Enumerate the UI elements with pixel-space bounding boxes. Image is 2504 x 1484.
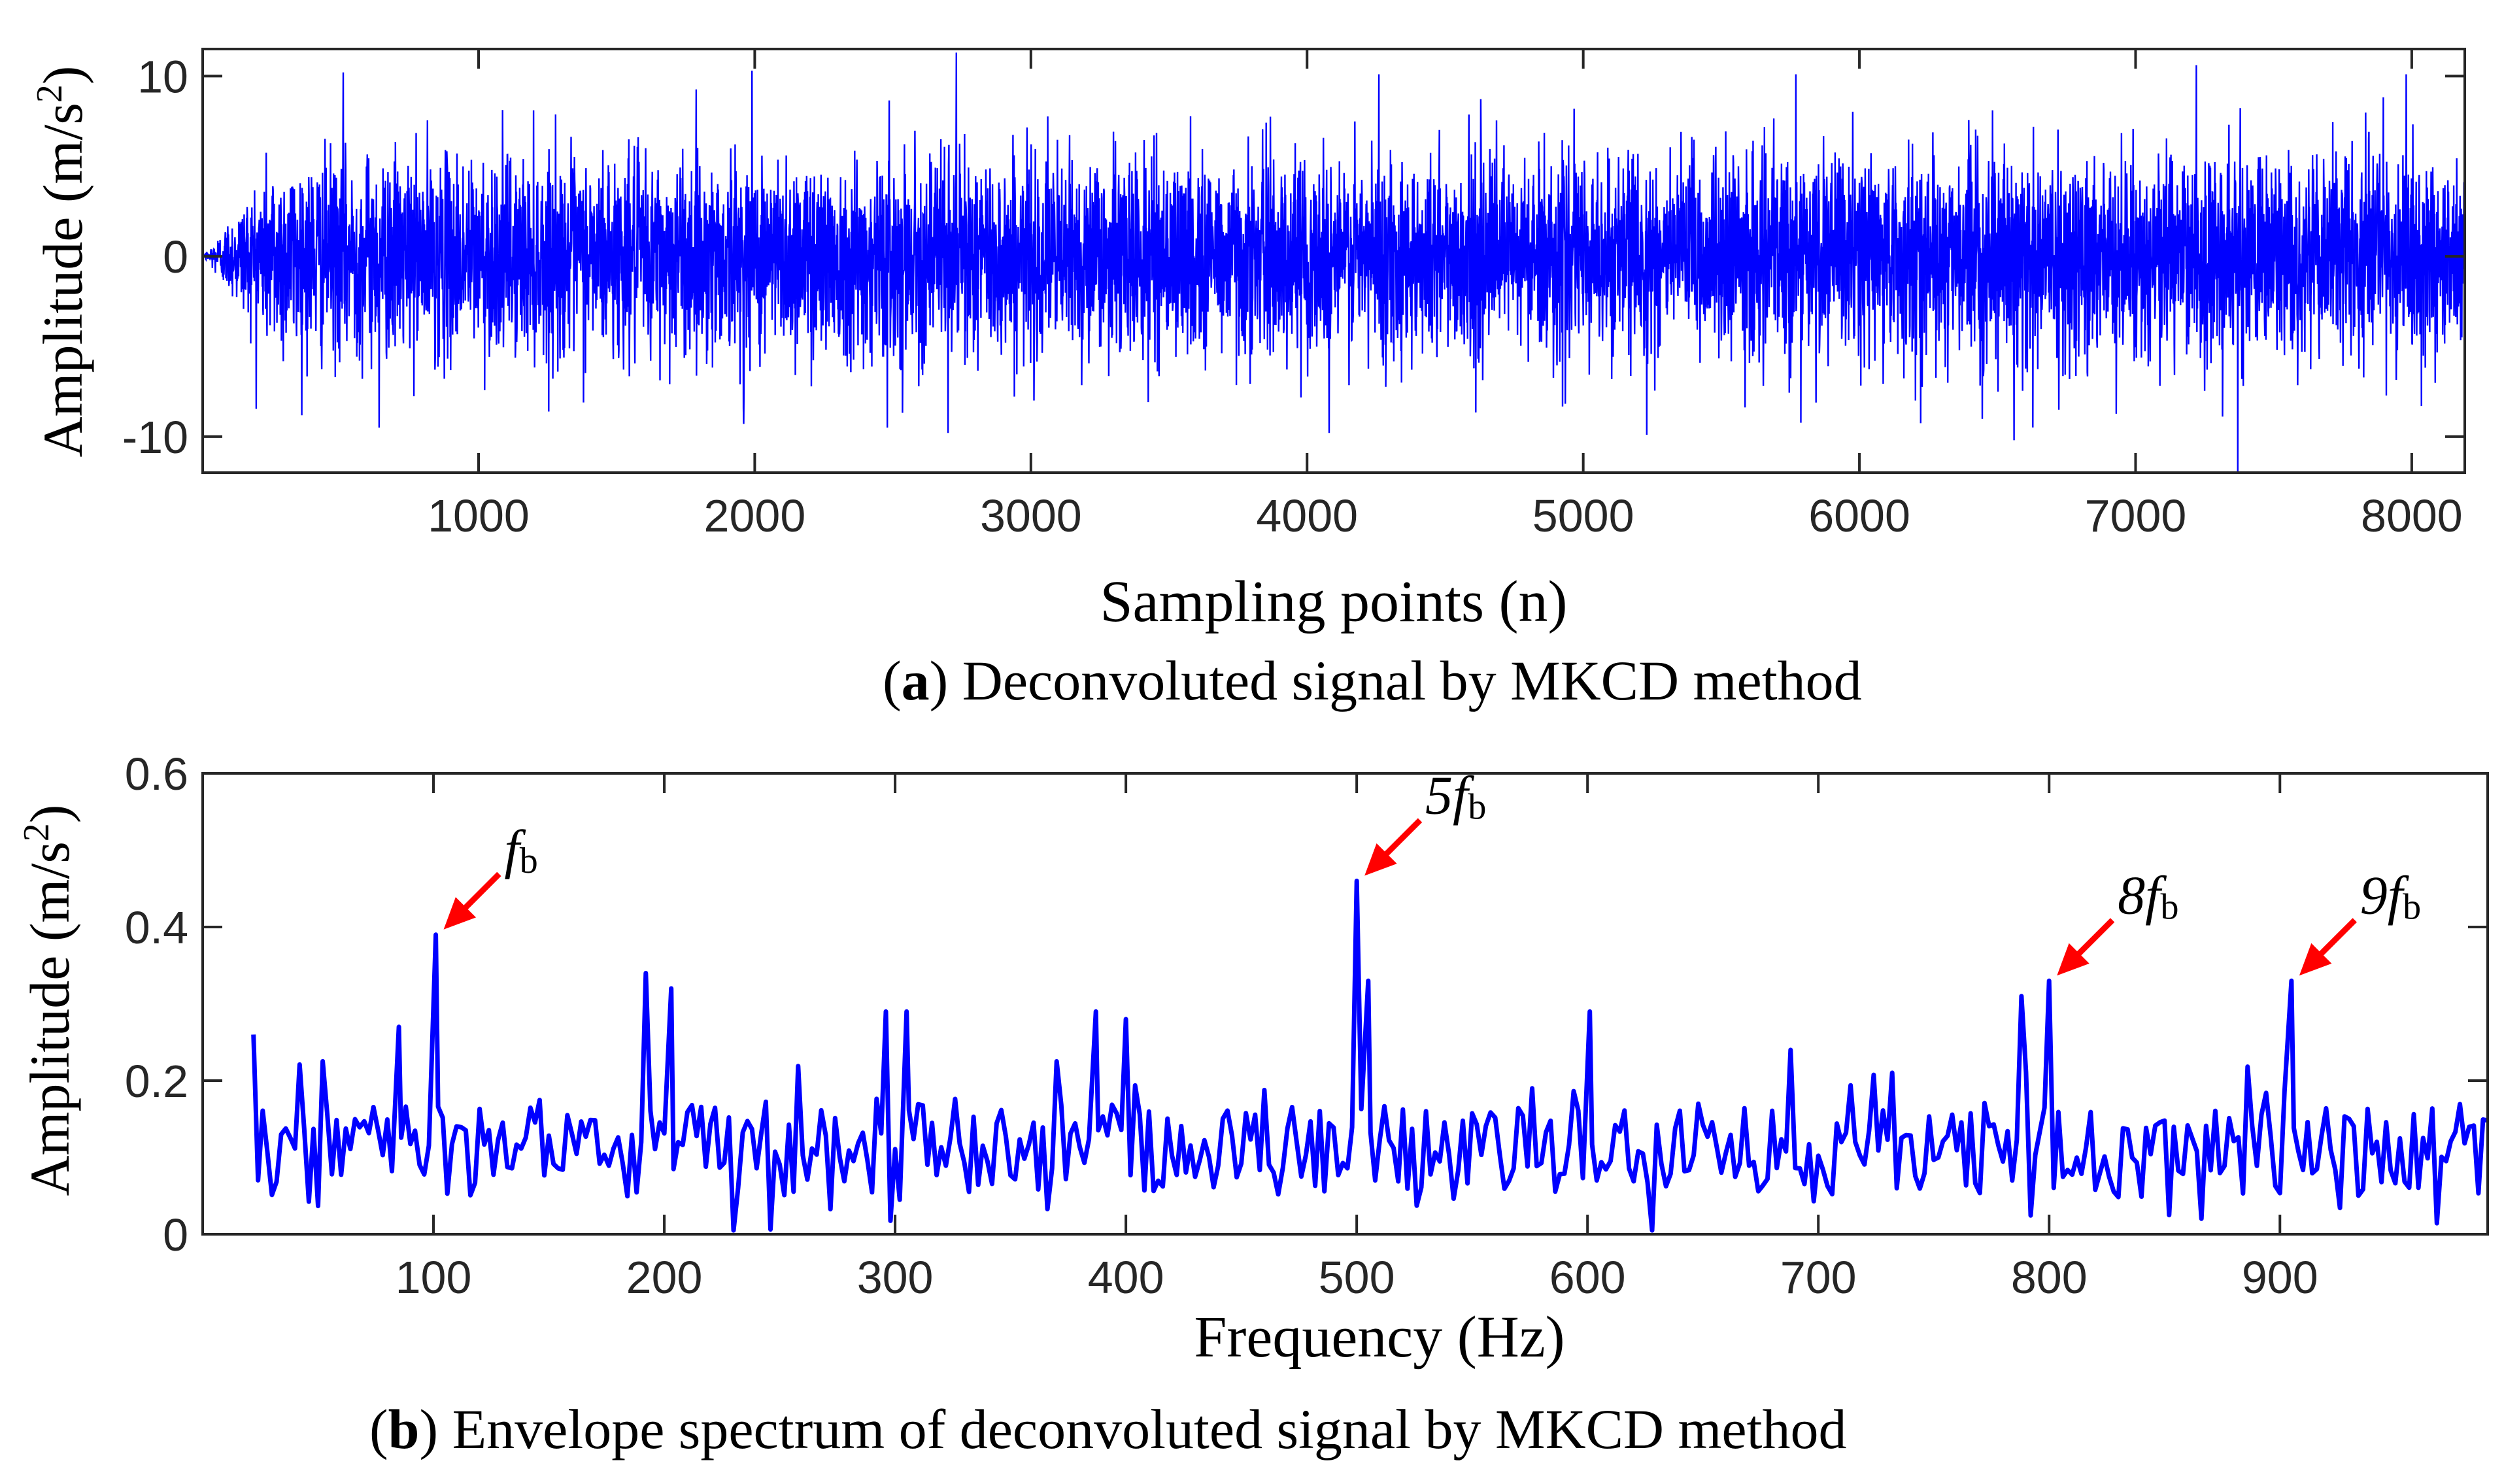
x-tick-label: 200: [626, 1252, 703, 1303]
panel-a-y-axis-label: Amplitude (m/s2): [29, 66, 94, 458]
panel-a-x-ticks: 1000 2000 3000 4000 5000 6000 7000 8000: [428, 49, 2463, 541]
x-tick-label: 300: [857, 1252, 934, 1303]
annotation-label: 8fb: [2118, 865, 2178, 927]
x-tick-label: 400: [1088, 1252, 1164, 1303]
panel-b-y-ticks: 0 0.2 0.4 0.6: [125, 749, 2488, 1260]
panel-a-axes-frame: [201, 48, 2466, 474]
signal-series-line: [203, 52, 2465, 473]
panel-b-x-ticks: 100 200 300 400 500 600 700 800 900: [396, 773, 2318, 1303]
x-tick-label: 7000: [2085, 490, 2187, 541]
y-tick-label: 0.2: [125, 1056, 188, 1107]
arrow-head: [443, 897, 477, 930]
x-tick-label: 1000: [428, 490, 530, 541]
panel-b-x-axis-label: Frequency (Hz): [1194, 1305, 1565, 1370]
arrow-head: [2057, 943, 2089, 976]
x-tick-label: 100: [396, 1252, 472, 1303]
panel-a: 1000 2000 3000 4000 5000 6000 7000 8000 -10010 …: [29, 48, 2466, 712]
panel-a-y-ticks: -10 0 10: [122, 51, 2465, 463]
panel-b-annotations: fb 5fb 8fb 9fb: [443, 766, 2421, 976]
panel-b: 100 200 300 400 500 600 700 800 900 0 0.2 0.4 0.6 f…: [16, 749, 2489, 1460]
arrow-shaft: [2074, 918, 2115, 958]
x-tick-label: 8000: [2361, 490, 2463, 541]
annotation-arrow: [2299, 918, 2357, 976]
arrow-shaft: [461, 871, 501, 912]
x-tick-label: 500: [1319, 1252, 1395, 1303]
spectrum-series-line: [251, 879, 2488, 1233]
panel-a-caption: (a) Deconvoluted signal by MKCD method: [883, 649, 1862, 712]
x-tick-label: 5000: [1532, 490, 1634, 541]
y-tick-label: 0: [163, 1209, 188, 1260]
annotation-arrow: [1364, 818, 1423, 876]
panel-b-caption: (b) Envelope spectrum of deconvoluted si…: [369, 1398, 1847, 1460]
arrow-head: [1364, 843, 1397, 876]
x-tick-label: 3000: [980, 490, 1082, 541]
x-tick-label: 600: [1549, 1252, 1626, 1303]
x-tick-label: 2000: [704, 490, 806, 541]
x-tick-label: 700: [1780, 1252, 1857, 1303]
arrow-shaft: [2316, 918, 2357, 958]
panel-a-signal-line: [203, 52, 2465, 473]
x-tick-label: 900: [2242, 1252, 2318, 1303]
panel-b-y-axis-label: Amplitude (m/s2): [16, 805, 81, 1196]
panel-b-spectrum-line: [251, 879, 2488, 1233]
x-tick-label: 4000: [1256, 490, 1358, 541]
x-tick-label: 800: [2011, 1252, 2088, 1303]
x-tick-label: 6000: [1808, 490, 1910, 541]
y-tick-label: -10: [122, 412, 188, 463]
arrow-head: [2299, 943, 2332, 976]
panel-a-x-axis-label: Sampling points (n): [1100, 569, 1568, 634]
arrow-shaft: [1381, 818, 1423, 858]
panel-b-axes-frame: [201, 772, 2489, 1236]
annotation-label: 5fb: [1425, 766, 1486, 828]
annotation-arrow: [443, 871, 501, 930]
y-tick-label: 10: [137, 51, 188, 102]
annotation-label: 9fb: [2360, 865, 2421, 927]
annotation-arrow: [2057, 918, 2115, 976]
y-tick-label: 0: [163, 231, 188, 282]
y-tick-label: 0.4: [125, 902, 188, 953]
annotation-label: fb: [504, 819, 537, 881]
y-tick-label: 0.6: [125, 749, 188, 800]
